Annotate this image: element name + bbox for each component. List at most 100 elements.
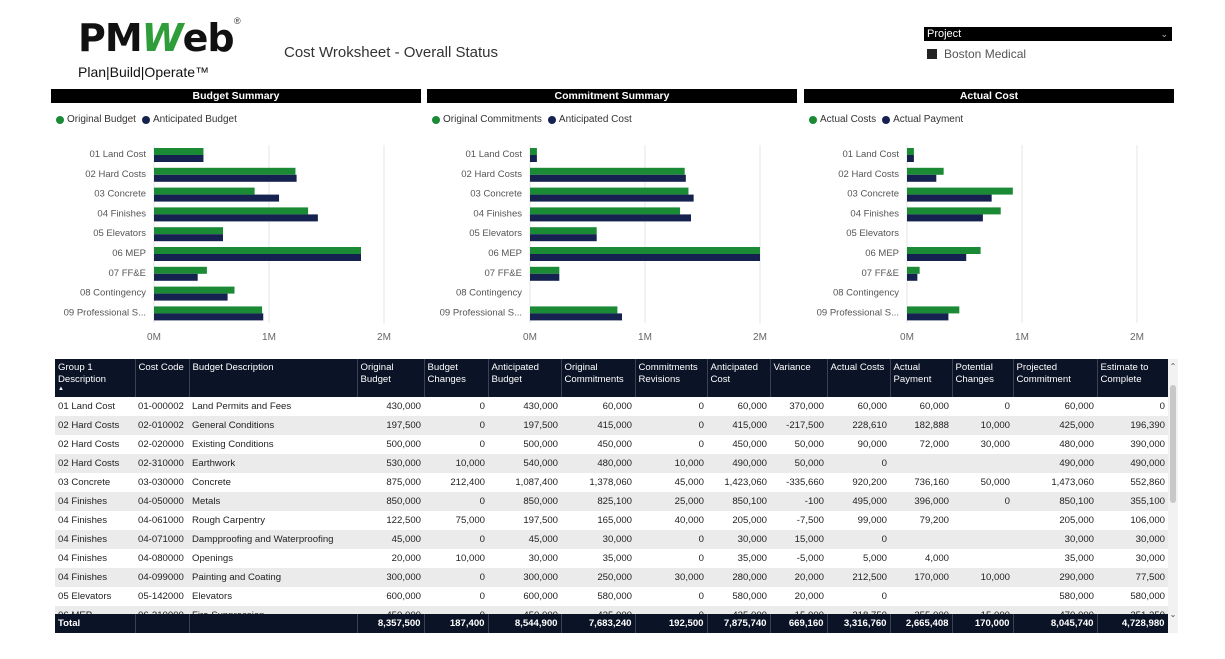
bar-series-1[interactable] xyxy=(907,187,1013,195)
column-header[interactable]: Budget Description xyxy=(189,359,358,397)
bar-series-2[interactable] xyxy=(530,174,686,182)
column-header[interactable]: Budget Changes xyxy=(424,359,489,397)
bar-series-2[interactable] xyxy=(907,214,983,222)
bar-series-1[interactable] xyxy=(154,148,204,155)
bar-series-2[interactable] xyxy=(907,194,992,202)
bar-series-2[interactable] xyxy=(154,194,280,202)
bar-series-1[interactable] xyxy=(154,266,207,274)
project-slicer[interactable]: Project ⌄ Boston Medical xyxy=(924,27,1172,61)
sort-asc-icon[interactable]: ▲ xyxy=(58,386,64,392)
bar-series-1[interactable] xyxy=(530,266,560,274)
project-option[interactable]: Boston Medical xyxy=(924,47,1172,61)
chevron-down-icon[interactable]: ⌄ xyxy=(1160,29,1168,39)
legend-item[interactable]: Anticipated Cost xyxy=(547,114,632,125)
checkbox-icon[interactable] xyxy=(927,49,937,59)
table-cell: Elevators xyxy=(192,591,232,602)
bar-series-2[interactable] xyxy=(530,214,691,222)
table-row[interactable]: 04 Finishes 04-080000 Openings 20,000 10,000… xyxy=(55,549,1168,568)
bar-series-1[interactable] xyxy=(907,306,960,314)
bar-series-2[interactable] xyxy=(154,313,264,321)
column-header[interactable]: Potential Changes xyxy=(952,359,1014,397)
column-header[interactable]: Actual Payment xyxy=(890,359,953,397)
legend-item[interactable]: Original Commitments xyxy=(432,114,542,125)
chevron-down-icon[interactable]: ⌄ xyxy=(1169,610,1177,619)
bar-series-2[interactable] xyxy=(154,254,361,261)
chevron-up-icon[interactable]: ⌃ xyxy=(1169,362,1177,371)
table-row[interactable]: 04 Finishes 04-071000 Dampproofing and Wat… xyxy=(55,530,1168,549)
bar-series-1[interactable] xyxy=(154,167,296,175)
bar-series-1[interactable] xyxy=(530,167,685,175)
table-cell: 580,000 xyxy=(1130,591,1165,602)
bar-series-1[interactable] xyxy=(154,306,263,314)
total-cell xyxy=(135,614,190,633)
table-row[interactable]: 05 Elevators 05-142000 Elevators 600,000 0 60… xyxy=(55,587,1168,606)
bar-series-1[interactable] xyxy=(154,286,235,294)
cost-worksheet-table[interactable]: Group 1 Description ▲ Cost Code Budget Desc… xyxy=(55,359,1168,633)
bar-series-2[interactable] xyxy=(907,174,937,182)
column-header[interactable]: Cost Code xyxy=(135,359,190,397)
bar-series-2[interactable] xyxy=(154,174,297,182)
bar-series-2[interactable] xyxy=(154,155,204,162)
legend-item[interactable]: Original Budget xyxy=(56,114,136,125)
bar-series-2[interactable] xyxy=(530,194,694,202)
column-header[interactable]: Commitments Revisions xyxy=(635,359,708,397)
table-cell: 390,000 xyxy=(1130,439,1165,450)
column-header[interactable]: Anticipated Cost xyxy=(707,359,771,397)
column-header[interactable]: Actual Costs xyxy=(827,359,891,397)
bar-series-1[interactable] xyxy=(907,247,981,254)
table-row[interactable]: 03 Concrete 03-030000 Concrete 875,000 212,4… xyxy=(55,473,1168,492)
bar-series-2[interactable] xyxy=(907,273,918,281)
bar-series-2[interactable] xyxy=(154,214,318,222)
legend-item[interactable]: Actual Payment xyxy=(882,114,963,125)
bar-series-2[interactable] xyxy=(154,234,223,242)
bar-series-1[interactable] xyxy=(154,187,255,195)
bar-series-2[interactable] xyxy=(530,254,760,261)
bar-series-1[interactable] xyxy=(530,207,681,215)
column-header[interactable]: Projected Commitment xyxy=(1013,359,1098,397)
bar-series-1[interactable] xyxy=(154,227,223,235)
bar-series-1[interactable] xyxy=(907,167,944,175)
bar-series-2[interactable] xyxy=(907,313,949,321)
table-row[interactable]: 04 Finishes 04-050000 Metals 850,000 0 850,00… xyxy=(55,492,1168,511)
bar-series-2[interactable] xyxy=(530,313,622,321)
table-row[interactable]: 04 Finishes 04-099000 Painting and Coating… xyxy=(55,568,1168,587)
table-row[interactable]: 01 Land Cost 01-000002 Land Permits and Fe… xyxy=(55,397,1168,416)
column-header[interactable]: Group 1 Description ▲ xyxy=(55,359,136,397)
table-row[interactable]: 02 Hard Costs 02-010002 General Conditions… xyxy=(55,416,1168,435)
bar-series-1[interactable] xyxy=(530,306,618,314)
table-cell: 197,500 xyxy=(357,416,424,435)
legend-item[interactable]: Actual Costs xyxy=(809,114,876,125)
table-cell: 430,000 xyxy=(523,401,558,412)
total-cell: 8,045,740 xyxy=(1013,614,1098,633)
column-header[interactable]: Original Commitments xyxy=(561,359,636,397)
table-scrollbar[interactable]: ⌃ ⌄ xyxy=(1168,359,1178,633)
scrollbar-thumb[interactable] xyxy=(1170,385,1176,503)
total-cell: 7,875,740 xyxy=(707,614,771,633)
bar-series-1[interactable] xyxy=(907,207,1001,215)
table-row[interactable]: 04 Finishes 04-061000 Rough Carpentry 122,5… xyxy=(55,511,1168,530)
bar-series-2[interactable] xyxy=(530,273,560,281)
table-row[interactable]: 02 Hard Costs 02-310000 Earthwork 530,000 10… xyxy=(55,454,1168,473)
project-slicer-header[interactable]: Project ⌄ xyxy=(924,27,1172,41)
bar-series-1[interactable] xyxy=(154,207,309,215)
legend-item[interactable]: Anticipated Budget xyxy=(141,114,237,125)
column-header[interactable]: Anticipated Budget xyxy=(488,359,562,397)
table-cell: 0 xyxy=(1159,401,1165,412)
column-header[interactable]: Original Budget xyxy=(357,359,425,397)
column-header[interactable]: Estimate to Complete xyxy=(1097,359,1168,397)
bar-series-1[interactable] xyxy=(907,266,920,274)
column-header[interactable]: Variance xyxy=(770,359,828,397)
bar-series-1[interactable] xyxy=(530,247,760,254)
bar-series-1[interactable] xyxy=(154,247,361,254)
table-row[interactable]: 02 Hard Costs 02-020000 Existing Condition… xyxy=(55,435,1168,454)
bar-series-2[interactable] xyxy=(530,155,537,162)
bar-series-2[interactable] xyxy=(154,273,198,281)
bar-series-2[interactable] xyxy=(907,254,967,261)
bar-series-2[interactable] xyxy=(907,155,914,162)
bar-series-2[interactable] xyxy=(530,234,597,242)
bar-series-1[interactable] xyxy=(530,227,597,235)
bar-series-1[interactable] xyxy=(530,148,537,155)
bar-series-1[interactable] xyxy=(530,187,689,195)
bar-series-2[interactable] xyxy=(154,293,228,301)
bar-series-1[interactable] xyxy=(907,148,914,155)
